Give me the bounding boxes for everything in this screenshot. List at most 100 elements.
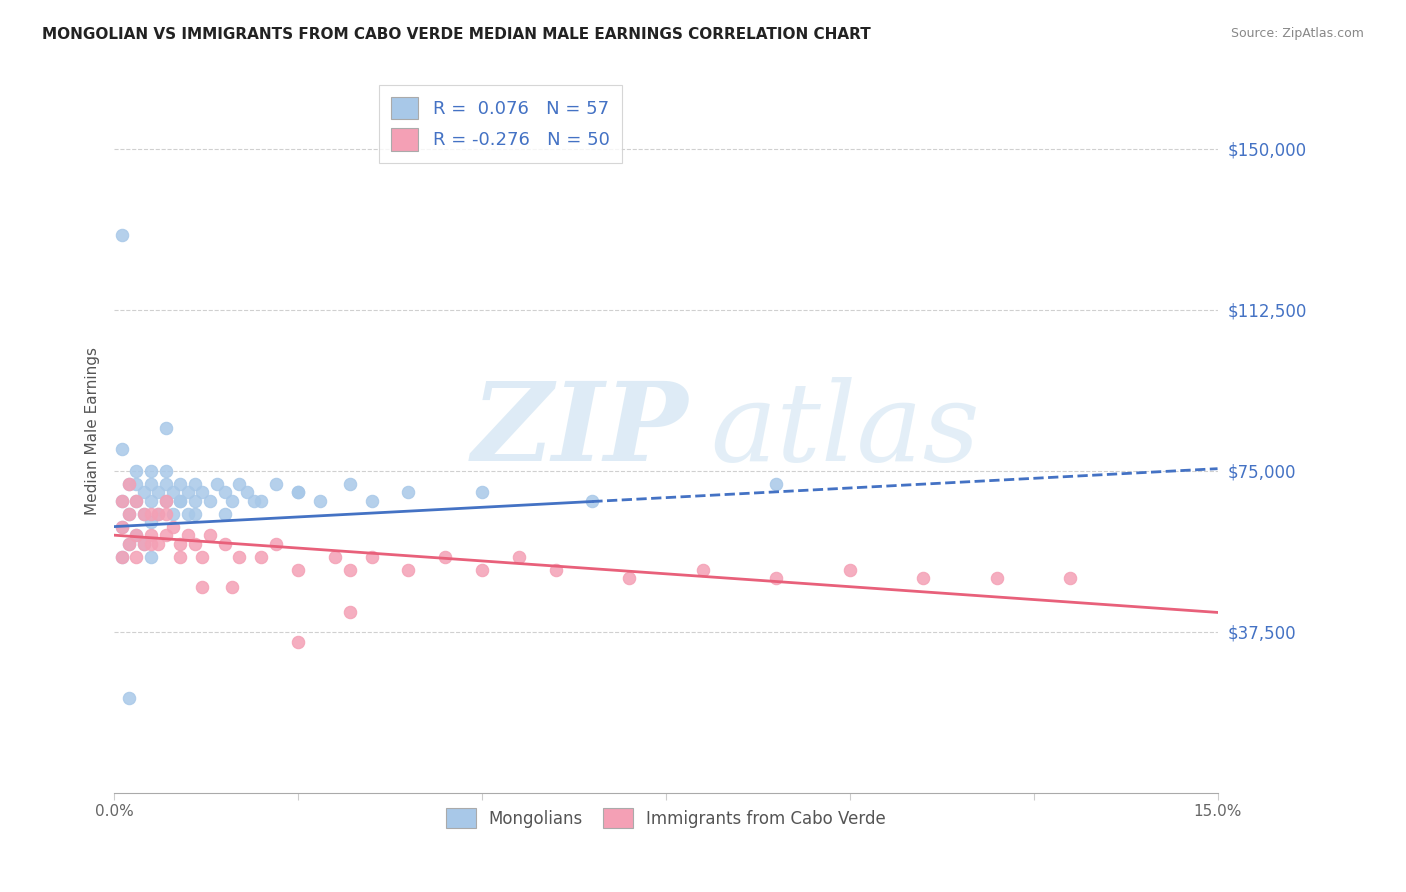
Point bbox=[765, 571, 787, 585]
Point bbox=[162, 485, 184, 500]
Point bbox=[110, 227, 132, 242]
Point bbox=[287, 635, 309, 649]
Point bbox=[396, 485, 419, 500]
Point bbox=[110, 549, 132, 564]
Point bbox=[125, 528, 148, 542]
Point bbox=[139, 537, 162, 551]
Point bbox=[184, 537, 207, 551]
Point bbox=[110, 493, 132, 508]
Point bbox=[177, 528, 200, 542]
Point bbox=[184, 507, 207, 521]
Point bbox=[132, 537, 155, 551]
Point bbox=[508, 549, 530, 564]
Point bbox=[155, 507, 177, 521]
Point bbox=[360, 493, 382, 508]
Point bbox=[339, 476, 361, 491]
Point bbox=[264, 476, 287, 491]
Point bbox=[139, 516, 162, 530]
Point bbox=[471, 562, 494, 576]
Point bbox=[228, 476, 250, 491]
Point bbox=[118, 476, 141, 491]
Point bbox=[177, 507, 200, 521]
Point bbox=[125, 549, 148, 564]
Point bbox=[198, 493, 221, 508]
Point bbox=[125, 528, 148, 542]
Point bbox=[118, 476, 141, 491]
Point bbox=[148, 485, 170, 500]
Point bbox=[339, 606, 361, 620]
Point bbox=[191, 549, 214, 564]
Point bbox=[162, 507, 184, 521]
Point bbox=[110, 549, 132, 564]
Y-axis label: Median Male Earnings: Median Male Earnings bbox=[86, 347, 100, 515]
Point bbox=[264, 537, 287, 551]
Point bbox=[581, 493, 603, 508]
Point bbox=[155, 528, 177, 542]
Point bbox=[184, 476, 207, 491]
Point bbox=[1059, 571, 1081, 585]
Point bbox=[191, 485, 214, 500]
Point bbox=[177, 485, 200, 500]
Point bbox=[287, 562, 309, 576]
Point bbox=[838, 562, 860, 576]
Point bbox=[110, 519, 132, 533]
Point bbox=[139, 493, 162, 508]
Point bbox=[139, 528, 162, 542]
Point bbox=[118, 537, 141, 551]
Point bbox=[221, 580, 243, 594]
Point bbox=[139, 549, 162, 564]
Point bbox=[250, 549, 273, 564]
Point bbox=[155, 493, 177, 508]
Point bbox=[155, 464, 177, 478]
Point bbox=[309, 493, 332, 508]
Point bbox=[148, 507, 170, 521]
Point bbox=[155, 476, 177, 491]
Point bbox=[235, 485, 257, 500]
Point bbox=[214, 537, 236, 551]
Point bbox=[221, 493, 243, 508]
Point bbox=[471, 485, 494, 500]
Point bbox=[434, 549, 457, 564]
Point bbox=[162, 519, 184, 533]
Point bbox=[155, 493, 177, 508]
Point bbox=[169, 493, 191, 508]
Point bbox=[184, 493, 207, 508]
Point bbox=[205, 476, 228, 491]
Point bbox=[287, 485, 309, 500]
Point bbox=[544, 562, 567, 576]
Point bbox=[250, 493, 273, 508]
Text: atlas: atlas bbox=[710, 376, 980, 484]
Point bbox=[243, 493, 266, 508]
Point bbox=[912, 571, 935, 585]
Point bbox=[125, 464, 148, 478]
Point bbox=[148, 507, 170, 521]
Point bbox=[169, 549, 191, 564]
Point bbox=[125, 476, 148, 491]
Point bbox=[339, 562, 361, 576]
Point bbox=[323, 549, 346, 564]
Point bbox=[169, 493, 191, 508]
Point bbox=[125, 493, 148, 508]
Point bbox=[110, 519, 132, 533]
Text: MONGOLIAN VS IMMIGRANTS FROM CABO VERDE MEDIAN MALE EARNINGS CORRELATION CHART: MONGOLIAN VS IMMIGRANTS FROM CABO VERDE … bbox=[42, 27, 870, 42]
Point bbox=[110, 442, 132, 457]
Point bbox=[125, 493, 148, 508]
Point bbox=[118, 691, 141, 706]
Point bbox=[765, 476, 787, 491]
Point bbox=[110, 493, 132, 508]
Point bbox=[191, 580, 214, 594]
Point bbox=[692, 562, 714, 576]
Point bbox=[139, 464, 162, 478]
Text: Source: ZipAtlas.com: Source: ZipAtlas.com bbox=[1230, 27, 1364, 40]
Point bbox=[132, 507, 155, 521]
Point bbox=[169, 476, 191, 491]
Point bbox=[169, 537, 191, 551]
Point bbox=[155, 421, 177, 435]
Point bbox=[360, 549, 382, 564]
Point bbox=[118, 507, 141, 521]
Point bbox=[214, 507, 236, 521]
Point bbox=[396, 562, 419, 576]
Point bbox=[287, 485, 309, 500]
Point bbox=[132, 537, 155, 551]
Point bbox=[139, 507, 162, 521]
